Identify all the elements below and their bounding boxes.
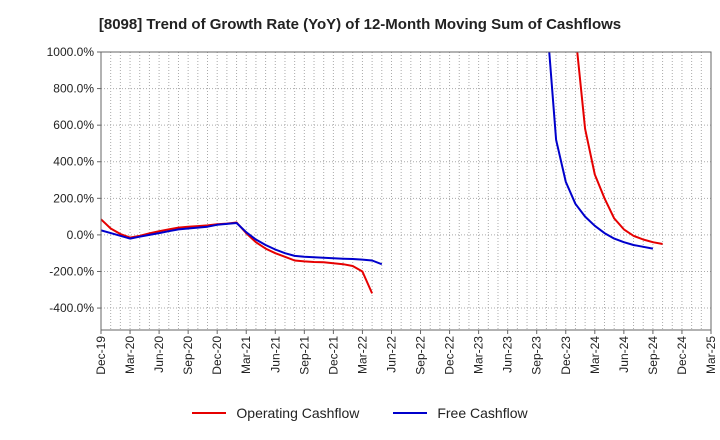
x-tick-label: Mar-23 bbox=[472, 336, 486, 374]
x-tick-label: Mar-20 bbox=[123, 336, 137, 374]
y-tick-label: -400.0% bbox=[49, 301, 94, 315]
x-tick-label: Dec-20 bbox=[210, 336, 224, 375]
x-tick-label: Dec-22 bbox=[443, 336, 457, 375]
x-tick-label: Dec-24 bbox=[675, 336, 689, 375]
series-layer bbox=[101, 52, 663, 294]
legend-label-free-cashflow: Free Cashflow bbox=[437, 405, 528, 421]
legend: Operating Cashflow Free Cashflow bbox=[0, 405, 720, 421]
grid-layer bbox=[100, 51, 712, 330]
y-tick-label: 400.0% bbox=[53, 155, 94, 169]
x-tick-label: Mar-25 bbox=[704, 336, 718, 374]
x-tick-label: Jun-21 bbox=[268, 336, 282, 373]
x-tick-label: Sep-22 bbox=[414, 336, 428, 375]
series-line-operating-cashflow bbox=[576, 52, 663, 245]
x-tick-label: Dec-23 bbox=[559, 336, 573, 375]
x-tick-label: Mar-24 bbox=[588, 336, 602, 374]
x-tick-label: Sep-21 bbox=[297, 336, 311, 375]
x-tick-label: Mar-21 bbox=[239, 336, 253, 374]
plot-frame bbox=[100, 51, 712, 331]
y-tick-label: 800.0% bbox=[53, 82, 94, 96]
y-tick-label: 0.0% bbox=[67, 228, 95, 242]
chart-title: [8098] Trend of Growth Rate (YoY) of 12-… bbox=[98, 16, 622, 33]
series-line-free-cashflow bbox=[101, 222, 383, 266]
x-tick-label: Sep-20 bbox=[181, 336, 195, 375]
x-tick-label: Jun-22 bbox=[384, 336, 398, 373]
legend-swatch-operating-cashflow bbox=[192, 412, 227, 414]
y-tick-label: -200.0% bbox=[49, 264, 94, 278]
axis-layer: Dec-19 Mar-20 Jun-20 Sep-20 Dec-20 Mar-21 Jun-… bbox=[47, 45, 718, 375]
x-tick-label: Dec-19 bbox=[94, 336, 108, 375]
x-tick-label: Jun-20 bbox=[152, 336, 166, 373]
legend-item-free-cashflow: Free Cashflow bbox=[393, 405, 528, 421]
x-tick-label: Sep-24 bbox=[646, 336, 660, 375]
x-tick-label: Jun-23 bbox=[501, 336, 515, 373]
y-tick-label: 600.0% bbox=[53, 118, 94, 132]
legend-item-operating-cashflow: Operating Cashflow bbox=[192, 405, 359, 421]
y-tick-label: 1000.0% bbox=[47, 45, 95, 59]
plot-area bbox=[101, 52, 711, 330]
legend-label-operating-cashflow: Operating Cashflow bbox=[236, 405, 360, 421]
legend-swatch-free-cashflow bbox=[393, 412, 428, 414]
x-tick-label: Jun-24 bbox=[617, 336, 631, 373]
series-line-free-cashflow bbox=[548, 52, 654, 250]
x-tick-label: Sep-23 bbox=[530, 336, 544, 375]
x-tick-label: Mar-22 bbox=[355, 336, 369, 374]
y-tick-label: 200.0% bbox=[53, 191, 94, 205]
x-tick-label: Dec-21 bbox=[326, 336, 340, 375]
